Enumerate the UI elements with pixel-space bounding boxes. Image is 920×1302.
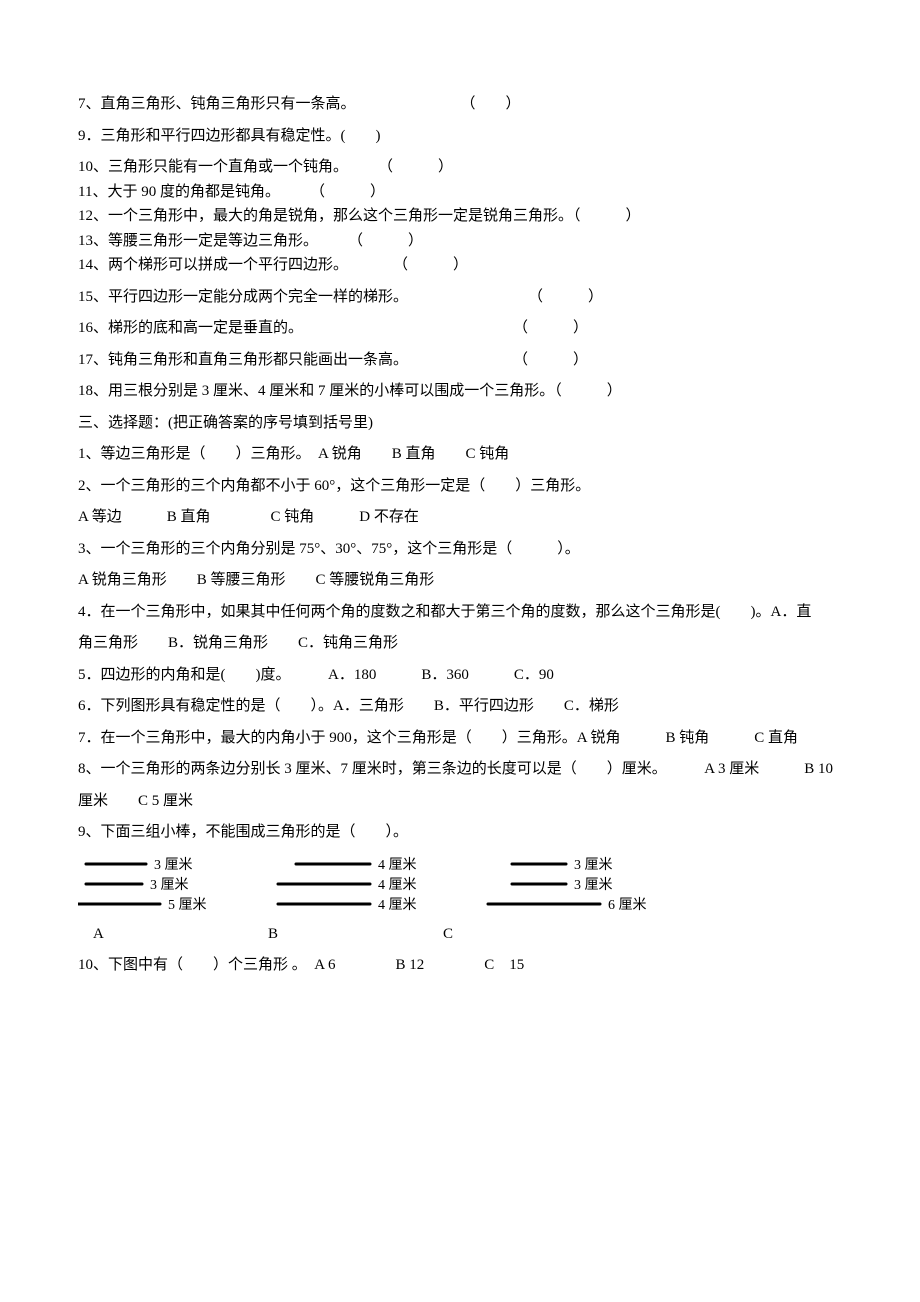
mc-q9-letters: A B C <box>78 918 842 950</box>
tf-q10: 10、三角形只能有一个直角或一个钝角。 （ ） <box>78 151 842 180</box>
mc-q9-sticks-figure: 3 厘米 3 厘米 5 厘米 4 厘米 4 厘米 4 厘米 3 厘米 3 厘米 6 厘米 <box>78 856 842 912</box>
mc-q3-stem: 3、一个三角形的三个内角分别是 75°、30°、75°，这个三角形是（ ）。 <box>78 533 842 565</box>
svg-text:3 厘米: 3 厘米 <box>574 877 613 893</box>
mc-q2-opts: A 等边 B 直角 C 钝角 D 不存在 <box>78 501 842 533</box>
mc-q4-line2: 角三角形 B．锐角三角形 C．钝角三角形 <box>78 627 842 659</box>
mc-q2-stem: 2、一个三角形的三个内角都不小于 60°，这个三角形一定是（ ）三角形。 <box>78 470 842 502</box>
svg-text:6 厘米: 6 厘米 <box>608 897 647 912</box>
tf-q12: 12、一个三角形中，最大的角是锐角，那么这个三角形一定是锐角三角形。（ ） <box>78 204 842 229</box>
mc-q5: 5．四边形的内角和是( )度。 A．180 B．360 C．90 <box>78 659 842 691</box>
svg-text:3 厘米: 3 厘米 <box>574 857 613 873</box>
tf-q7: 7、直角三角形、钝角三角形只有一条高。 （ ） <box>78 88 842 120</box>
mc-q1: 1、等边三角形是（ ）三角形。 A 锐角 B 直角 C 钝角 <box>78 438 842 470</box>
mc-q8-line2: 厘米 C 5 厘米 <box>78 785 842 817</box>
mc-q10: 10、下图中有（ ）个三角形 。 A 6 B 12 C 15 <box>78 949 842 981</box>
svg-text:3 厘米: 3 厘米 <box>150 877 189 893</box>
tf-q11: 11、大于 90 度的角都是钝角。 （ ） <box>78 180 842 205</box>
tf-q13: 13、等腰三角形一定是等边三角形。 （ ） <box>78 229 842 254</box>
svg-text:4 厘米: 4 厘米 <box>378 877 417 893</box>
tf-q16: 16、梯形的底和高一定是垂直的。 （ ） <box>78 312 842 344</box>
svg-text:3 厘米: 3 厘米 <box>154 857 193 873</box>
tf-q15: 15、平行四边形一定能分成两个完全一样的梯形。 （ ） <box>78 281 842 313</box>
section3-title: 三、选择题：(把正确答案的序号填到括号里) <box>78 407 842 439</box>
mc-q3-opts: A 锐角三角形 B 等腰三角形 C 等腰锐角三角形 <box>78 564 842 596</box>
tf-q14: 14、两个梯形可以拼成一个平行四边形。 （ ） <box>78 253 842 281</box>
mc-q8-line1: 8、一个三角形的两条边分别长 3 厘米、7 厘米时，第三条边的长度可以是（ ）厘… <box>78 753 842 785</box>
tf-q17: 17、钝角三角形和直角三角形都只能画出一条高。 （ ） <box>78 344 842 376</box>
svg-text:5 厘米: 5 厘米 <box>168 897 207 912</box>
svg-text:4 厘米: 4 厘米 <box>378 897 417 912</box>
tf-q9: 9．三角形和平行四边形都具有稳定性。( ) <box>78 120 842 152</box>
mc-q9-stem: 9、下面三组小棒，不能围成三角形的是（ ）。 <box>78 816 842 848</box>
mc-q7: 7．在一个三角形中，最大的内角小于 900，这个三角形是（ ）三角形。A 锐角 … <box>78 722 842 754</box>
mc-q6: 6．下列图形具有稳定性的是（ ）。A．三角形 B．平行四边形 C．梯形 <box>78 690 842 722</box>
sticks-svg: 3 厘米 3 厘米 5 厘米 4 厘米 4 厘米 4 厘米 3 厘米 3 厘米 6 厘米 <box>78 856 718 912</box>
tf-q18: 18、用三根分别是 3 厘米、4 厘米和 7 厘米的小棒可以围成一个三角形。（ … <box>78 375 842 407</box>
svg-text:4 厘米: 4 厘米 <box>378 857 417 873</box>
mc-q4-line1: 4．在一个三角形中，如果其中任何两个角的度数之和都大于第三个角的度数，那么这个三… <box>78 596 842 628</box>
